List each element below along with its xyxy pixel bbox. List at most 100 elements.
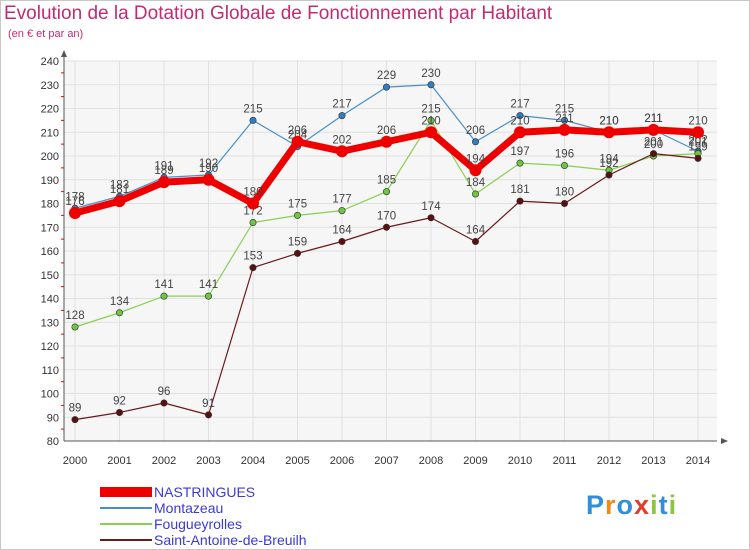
data-point <box>427 81 435 89</box>
data-label: 201 <box>688 137 707 149</box>
data-label: 192 <box>199 158 218 170</box>
logo-letter: o <box>616 490 635 520</box>
data-label: 180 <box>243 187 262 199</box>
data-label: 217 <box>510 99 529 111</box>
data-point <box>205 411 213 419</box>
data-label: 206 <box>377 125 396 137</box>
x-tick-label: 2012 <box>597 455 621 467</box>
data-point <box>158 176 170 189</box>
x-tick-label: 2005 <box>285 455 309 467</box>
data-label: 92 <box>113 396 126 408</box>
data-label: 181 <box>510 184 529 196</box>
y-tick-label: 90 <box>47 412 59 424</box>
data-point <box>160 399 168 407</box>
data-label: 206 <box>466 125 485 137</box>
x-tick-label: 2000 <box>63 455 87 467</box>
logo-letter: r <box>605 490 617 520</box>
data-label: 96 <box>158 386 171 398</box>
data-point <box>291 135 304 148</box>
x-axis-arrow <box>721 438 728 444</box>
legend-swatch <box>100 487 152 497</box>
data-label: 184 <box>466 177 486 189</box>
y-tick-label: 120 <box>41 341 59 353</box>
data-label: 180 <box>555 187 574 199</box>
x-tick-label: 2001 <box>107 455 131 467</box>
data-point <box>116 408 124 416</box>
data-point <box>338 207 346 215</box>
logo-letter: x <box>634 490 651 520</box>
data-point <box>425 126 437 139</box>
data-label: 230 <box>421 68 440 80</box>
data-label: 210 <box>599 115 618 127</box>
y-tick-label: 130 <box>41 317 59 329</box>
legend-swatch <box>100 539 152 541</box>
y-tick-label: 230 <box>41 80 59 92</box>
data-label: 194 <box>599 153 619 165</box>
data-label: 210 <box>688 115 707 127</box>
data-point <box>247 197 259 210</box>
data-point <box>293 249 301 257</box>
y-tick-label: 80 <box>47 436 59 448</box>
data-point <box>382 188 390 196</box>
logo-letter: P <box>586 490 606 520</box>
legend-swatch <box>100 523 152 525</box>
data-label: 176 <box>65 196 84 208</box>
x-tick-label: 2007 <box>374 455 398 467</box>
x-tick-label: 2011 <box>553 455 577 467</box>
data-label: 175 <box>288 198 307 210</box>
data-point <box>380 135 393 148</box>
data-label: 134 <box>110 296 130 308</box>
data-point <box>649 150 657 158</box>
data-label: 211 <box>644 113 662 125</box>
data-label: 190 <box>199 163 218 175</box>
data-label: 178 <box>65 191 84 203</box>
data-label: 174 <box>421 201 441 213</box>
x-tick-label: 2002 <box>152 455 176 467</box>
data-label: 215 <box>421 103 440 115</box>
x-tick-label: 2010 <box>508 455 532 467</box>
data-point <box>694 154 702 162</box>
data-label: 191 <box>154 160 173 172</box>
data-point <box>205 292 213 300</box>
data-point <box>69 207 81 219</box>
data-label: 199 <box>688 141 707 153</box>
x-tick-label: 2004 <box>241 455 265 467</box>
data-label: 177 <box>332 194 351 206</box>
data-label: 197 <box>510 146 529 158</box>
data-point <box>427 214 435 222</box>
x-tick-label: 2006 <box>330 455 354 467</box>
data-label: 194 <box>466 153 486 165</box>
y-tick-label: 160 <box>41 246 59 258</box>
data-label: 202 <box>688 134 707 146</box>
chart-subtitle: (en € et par an) <box>8 28 84 40</box>
data-point <box>692 126 704 139</box>
data-label: 215 <box>243 103 262 115</box>
proxiti-logo: Proxiti <box>586 490 677 521</box>
y-tick-label: 190 <box>41 175 59 187</box>
chart-title: Evolution de la Dotation Globale de Fonc… <box>4 3 553 24</box>
logo-letter: t <box>658 490 669 520</box>
data-label: 192 <box>599 158 618 170</box>
data-label: 159 <box>288 236 307 248</box>
logo-letter: i <box>650 490 659 520</box>
data-point <box>560 162 568 170</box>
data-label: 211 <box>555 113 573 125</box>
x-tick-label: 2013 <box>641 455 665 467</box>
data-label: 215 <box>555 103 574 115</box>
data-label: 229 <box>377 70 396 82</box>
data-label: 170 <box>377 210 396 222</box>
data-point <box>471 190 479 198</box>
y-tick-label: 140 <box>41 294 59 306</box>
legend-label: Montazeau <box>154 500 224 516</box>
data-point <box>336 145 348 158</box>
data-label: 164 <box>466 225 486 237</box>
data-point <box>560 116 568 124</box>
y-axis-arrow <box>61 50 67 57</box>
y-tick-label: 170 <box>41 222 59 234</box>
data-label: 210 <box>599 115 618 127</box>
logo-letter: i <box>668 490 678 520</box>
legend-label: Fougueyrolles <box>154 516 242 532</box>
data-label: 164 <box>332 225 352 237</box>
legend-swatch <box>100 507 152 509</box>
data-point <box>514 126 526 139</box>
